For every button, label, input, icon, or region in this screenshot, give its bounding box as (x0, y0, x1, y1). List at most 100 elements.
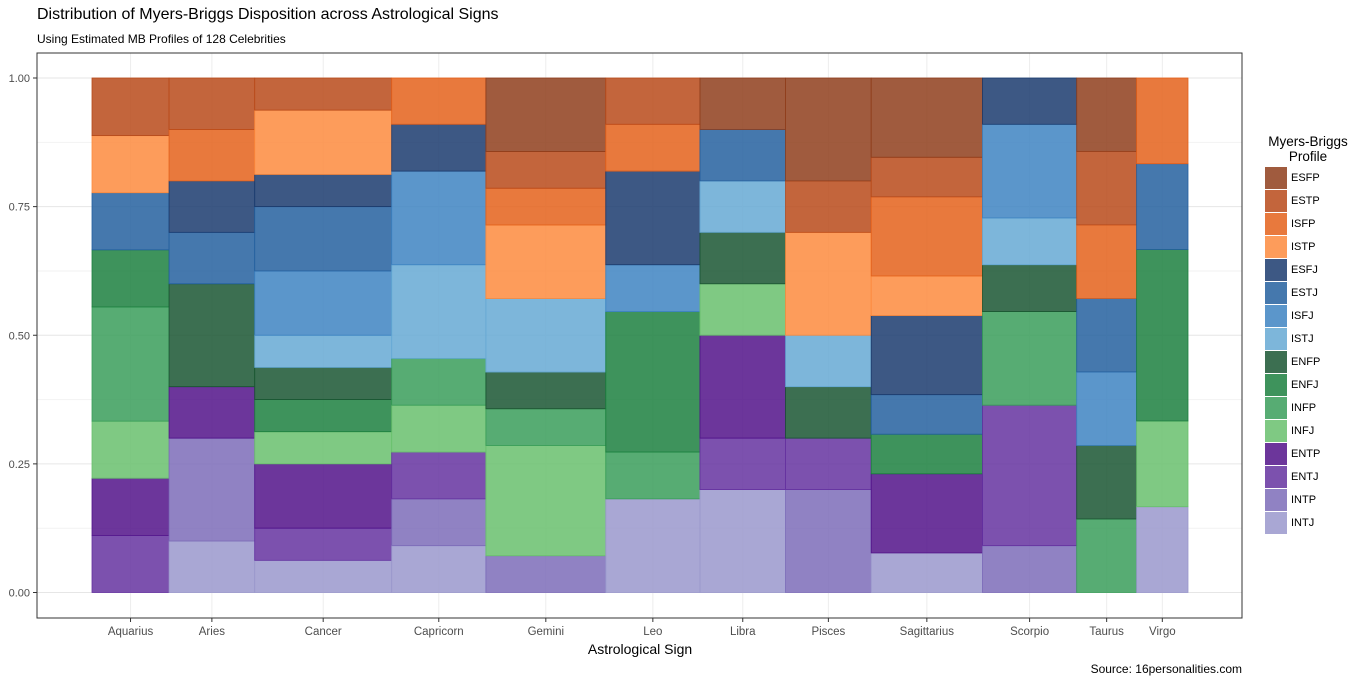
legend-label: INTJ (1291, 517, 1315, 529)
legend-label: INFP (1291, 402, 1317, 414)
legend-title-line1: Myers-Briggs (1268, 134, 1348, 149)
legend-item-infp: INFP (1265, 397, 1316, 419)
bar-segment-aquarius-enfj (91, 249, 170, 308)
legend-item-enfj: ENFJ (1265, 374, 1319, 396)
x-axis-title: Astrological Sign (587, 641, 693, 657)
legend-item-isfj: ISFJ (1265, 305, 1314, 327)
bar-segment-capricorn-intj (391, 545, 487, 593)
bar-segment-cancer-entj (254, 527, 393, 561)
legend-label: INTP (1291, 494, 1317, 506)
bar-segment-sagittarius-entp (870, 473, 983, 554)
x-tick-label: Gemini (528, 626, 564, 638)
x-tick-label: Capricorn (414, 626, 464, 638)
bar-segment-sagittarius-estp (870, 156, 983, 198)
bar-segment-aries-estj (168, 231, 256, 285)
legend-label: ISFJ (1291, 310, 1314, 322)
legend-item-enfp: ENFP (1265, 351, 1320, 373)
bar-segment-libra-enfp (699, 231, 786, 285)
legend-label: ISTJ (1291, 333, 1314, 345)
legend-label: ENTJ (1291, 471, 1319, 483)
bars (91, 77, 1189, 593)
bar-segment-aquarius-infp (91, 306, 170, 422)
bar-segment-taurus-isfj (1076, 371, 1138, 446)
legend-swatch (1265, 282, 1287, 304)
legend-label: ISTP (1291, 241, 1316, 253)
bar-segment-scorpio-isfj (982, 123, 1078, 219)
x-tick-label: Aquarius (108, 626, 154, 638)
bar-segment-cancer-infj (254, 431, 393, 465)
legend-swatch (1265, 420, 1287, 442)
bar-segment-aquarius-estp (91, 77, 170, 137)
legend-item-intp: INTP (1265, 489, 1316, 511)
bar-segment-scorpio-esfj (982, 77, 1078, 125)
y-tick-label: 0.75 (9, 202, 30, 214)
bar-segment-leo-isfp (605, 123, 701, 172)
bar-segment-pisces-istp (785, 231, 872, 336)
bar-segment-gemini-istp (485, 224, 607, 299)
legend-label: ENTP (1291, 448, 1321, 460)
bar-segment-pisces-istj (785, 334, 872, 388)
bar-segment-capricorn-infj (391, 404, 487, 453)
legend-item-istp: ISTP (1265, 236, 1315, 258)
bar-segment-taurus-estj (1076, 298, 1138, 373)
x-tick-label: Libra (730, 626, 756, 638)
bar-segment-taurus-enfp (1076, 445, 1138, 520)
bar-segment-aquarius-estj (91, 192, 170, 251)
bar-segment-sagittarius-istp (870, 275, 983, 316)
legend-item-infj: INFJ (1265, 420, 1314, 442)
bar-segment-scorpio-enfp (982, 264, 1078, 312)
legend-item-estj: ESTJ (1265, 282, 1318, 304)
bar-segment-leo-enfj (605, 311, 701, 453)
bar-segment-cancer-istj (254, 334, 393, 368)
bar-segment-aries-intj (168, 540, 256, 593)
bar-segment-aquarius-istp (91, 135, 170, 194)
chart-title: Distribution of Myers-Briggs Disposition… (37, 6, 499, 23)
legend-item-entj: ENTJ (1265, 466, 1319, 488)
legend-item-estp: ESTP (1265, 190, 1320, 212)
bar-segment-taurus-esfp (1076, 77, 1138, 152)
bar-segment-aries-enfp (168, 283, 256, 388)
bar-segment-sagittarius-isfp (870, 196, 983, 277)
bar-segment-leo-isfj (605, 264, 701, 312)
legend-item-esfp: ESFP (1265, 167, 1320, 189)
bar-segment-aries-isfp (168, 129, 256, 182)
bar-segment-scorpio-istj (982, 217, 1078, 266)
bar-segment-pisces-intp (785, 489, 872, 593)
bar-segment-leo-intj (605, 498, 701, 593)
legend-item-isfp: ISFP (1265, 213, 1315, 235)
bar-segment-aries-intp (168, 437, 256, 542)
legend-item-intj: INTJ (1265, 512, 1314, 534)
bar-segment-taurus-estp (1076, 150, 1138, 226)
bar-segment-taurus-isfp (1076, 224, 1138, 299)
bar-segment-gemini-infj (485, 445, 607, 557)
bar-segment-sagittarius-esfj (870, 315, 983, 396)
bar-segment-libra-entp (699, 334, 786, 439)
y-tick-label: 0.50 (9, 330, 30, 342)
bar-segment-cancer-estj (254, 206, 393, 272)
bar-segment-virgo-infj (1136, 420, 1189, 508)
legend-swatch (1265, 190, 1287, 212)
bar-segment-scorpio-intp (982, 545, 1078, 593)
bar-segment-capricorn-entj (391, 451, 487, 500)
bar-segment-libra-infj (699, 283, 786, 336)
bar-segment-gemini-enfp (485, 371, 607, 410)
legend-label: ESTP (1291, 195, 1320, 207)
bar-segment-gemini-intp (485, 555, 607, 593)
bar-segment-cancer-enfp (254, 367, 393, 400)
x-tick-label: Virgo (1149, 626, 1176, 638)
y-tick-label: 0.25 (9, 459, 30, 471)
bar-segment-virgo-isfp (1136, 77, 1189, 165)
legend-label: ISFP (1291, 218, 1316, 230)
bar-segment-gemini-esfp (485, 77, 607, 152)
legend: Myers-Briggs Profile ESFP ESTP ISFP ISTP ESF… (1256, 134, 1360, 534)
x-axis: Aquarius Aries Cancer Capricorn Gemini Leo Lib… (108, 618, 1176, 638)
bar-segment-cancer-intj (254, 559, 393, 593)
bar-segment-taurus-infp (1076, 518, 1138, 593)
bar-segment-cancer-enfj (254, 399, 393, 433)
bar-segment-virgo-estj (1136, 163, 1189, 250)
bar-segment-capricorn-infp (391, 358, 487, 406)
bar-segment-pisces-esfp (785, 77, 872, 182)
bar-segment-capricorn-intp (391, 498, 487, 547)
bar-segment-aries-esfj (168, 180, 256, 233)
x-tick-label: Sagittarius (900, 626, 955, 638)
